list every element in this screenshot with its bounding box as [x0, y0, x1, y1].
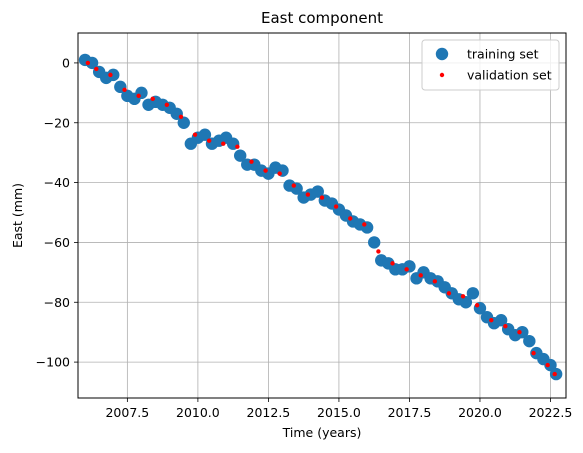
x-tick-label: 2012.5 [247, 405, 291, 420]
plot-area [78, 33, 566, 398]
legend-label-validation-set: validation set [467, 68, 552, 83]
x-tick-label: 2015.0 [317, 405, 361, 420]
point-validation-set [503, 323, 508, 329]
x-tick-label: 2017.5 [388, 405, 432, 420]
point-validation-set [164, 102, 170, 108]
point-validation-set [94, 66, 99, 72]
legend-marker-validation-set [439, 72, 445, 78]
point-validation-set [122, 87, 127, 93]
point-validation-set [418, 273, 423, 278]
point-training-set [311, 185, 324, 198]
point-validation-set [460, 294, 466, 299]
y-tick-label: −80 [44, 295, 70, 310]
point-training-set [107, 68, 120, 82]
point-validation-set [545, 362, 550, 368]
point-validation-set [206, 138, 212, 143]
plot-frame [77, 32, 567, 399]
point-validation-set [136, 93, 141, 99]
y-tick-label: 0 [62, 55, 70, 70]
point-validation-set [235, 144, 240, 149]
legend: training set validation set [421, 39, 560, 91]
point-validation-set [263, 168, 268, 173]
point-validation-set [192, 132, 198, 137]
legend-marker-training-set [435, 47, 449, 61]
point-validation-set [249, 159, 254, 164]
point-validation-set [432, 279, 438, 284]
point-validation-set [376, 249, 381, 254]
point-training-set [516, 325, 529, 339]
y-tick-label: −100 [36, 355, 70, 370]
point-training-set [233, 149, 247, 162]
point-validation-set [221, 141, 226, 146]
point-training-set [198, 128, 212, 141]
axis-ticks: 2007.5 2010.0 2012.5 2015.0 2017.5 2020.0 2022… [36, 55, 573, 420]
y-axis-title: East (mm) [10, 183, 25, 248]
y-tick-label: −20 [44, 115, 70, 130]
point-training-set [85, 56, 99, 70]
point-validation-set [85, 60, 91, 66]
point-validation-set [348, 216, 353, 221]
point-validation-set [108, 72, 113, 78]
point-validation-set [489, 318, 494, 323]
point-training-set [177, 116, 190, 129]
point-validation-set [362, 222, 367, 227]
point-training-set [459, 296, 473, 309]
point-training-set [367, 236, 381, 249]
point-validation-set [531, 350, 536, 356]
point-validation-set [404, 267, 409, 272]
point-validation-set [333, 204, 339, 209]
point-validation-set [305, 192, 311, 197]
x-tick-label: 2022.5 [529, 405, 573, 420]
x-tick-label: 2020.0 [458, 405, 502, 420]
point-validation-set [517, 329, 522, 335]
point-validation-set [446, 291, 452, 296]
point-training-set [544, 358, 557, 372]
x-tick-label: 2007.5 [105, 405, 149, 420]
point-training-set [523, 334, 536, 348]
point-training-set [466, 287, 480, 300]
x-axis-title: Time (years) [282, 425, 362, 440]
point-training-set [494, 314, 508, 327]
point-validation-set [150, 96, 155, 102]
y-tick-label: −40 [44, 175, 70, 190]
point-validation-set [390, 261, 395, 266]
y-tick-label: −60 [44, 235, 70, 250]
point-validation-set [552, 371, 557, 377]
legend-label-training-set: training set [467, 47, 539, 62]
point-validation-set [474, 303, 480, 308]
point-validation-set [178, 114, 184, 119]
point-validation-set [277, 171, 282, 176]
chart-title: East component [261, 9, 383, 27]
point-validation-set [291, 183, 296, 188]
legend-box [421, 39, 560, 91]
point-validation-set [319, 195, 325, 200]
x-tick-label: 2010.0 [176, 405, 220, 420]
data-points [78, 53, 563, 381]
